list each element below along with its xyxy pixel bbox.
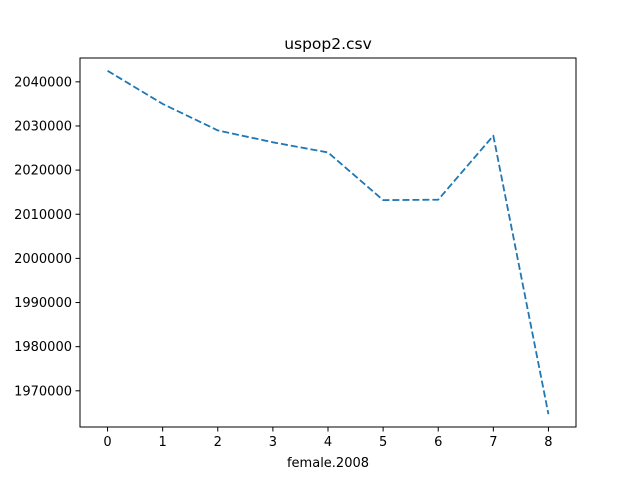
y-tick-label: 1980000 (14, 340, 72, 355)
x-tick-label: 8 (544, 435, 552, 450)
y-tick-label: 1990000 (14, 296, 72, 311)
x-tick-label: 3 (269, 435, 277, 450)
x-tick-label: 6 (434, 435, 442, 450)
series-line-0 (107, 70, 550, 415)
y-tick-label: 1970000 (14, 384, 72, 399)
x-axis-label: female.2008 (287, 456, 369, 471)
x-tick-label: 5 (379, 435, 387, 450)
series-layer (107, 70, 550, 415)
y-tick-label: 2020000 (14, 164, 72, 179)
x-tick-label: 2 (214, 435, 222, 450)
chart-title: uspop2.csv (284, 35, 372, 53)
y-tick-label: 2010000 (14, 208, 72, 223)
y-tick-label: 2000000 (14, 252, 72, 267)
y-axis-ticks: 1970000 1980000 1990000 2000000 2010000 20200… (14, 75, 80, 399)
y-tick-label: 2040000 (14, 75, 72, 90)
x-tick-label: 1 (159, 435, 167, 450)
x-tick-label: 7 (489, 435, 497, 450)
y-tick-label: 2030000 (14, 119, 72, 134)
x-tick-label: 4 (324, 435, 332, 450)
x-axis-ticks: 0 1 2 3 4 5 6 7 8 (103, 427, 553, 450)
plot-frame (79, 57, 577, 428)
x-tick-label: 0 (103, 435, 111, 450)
